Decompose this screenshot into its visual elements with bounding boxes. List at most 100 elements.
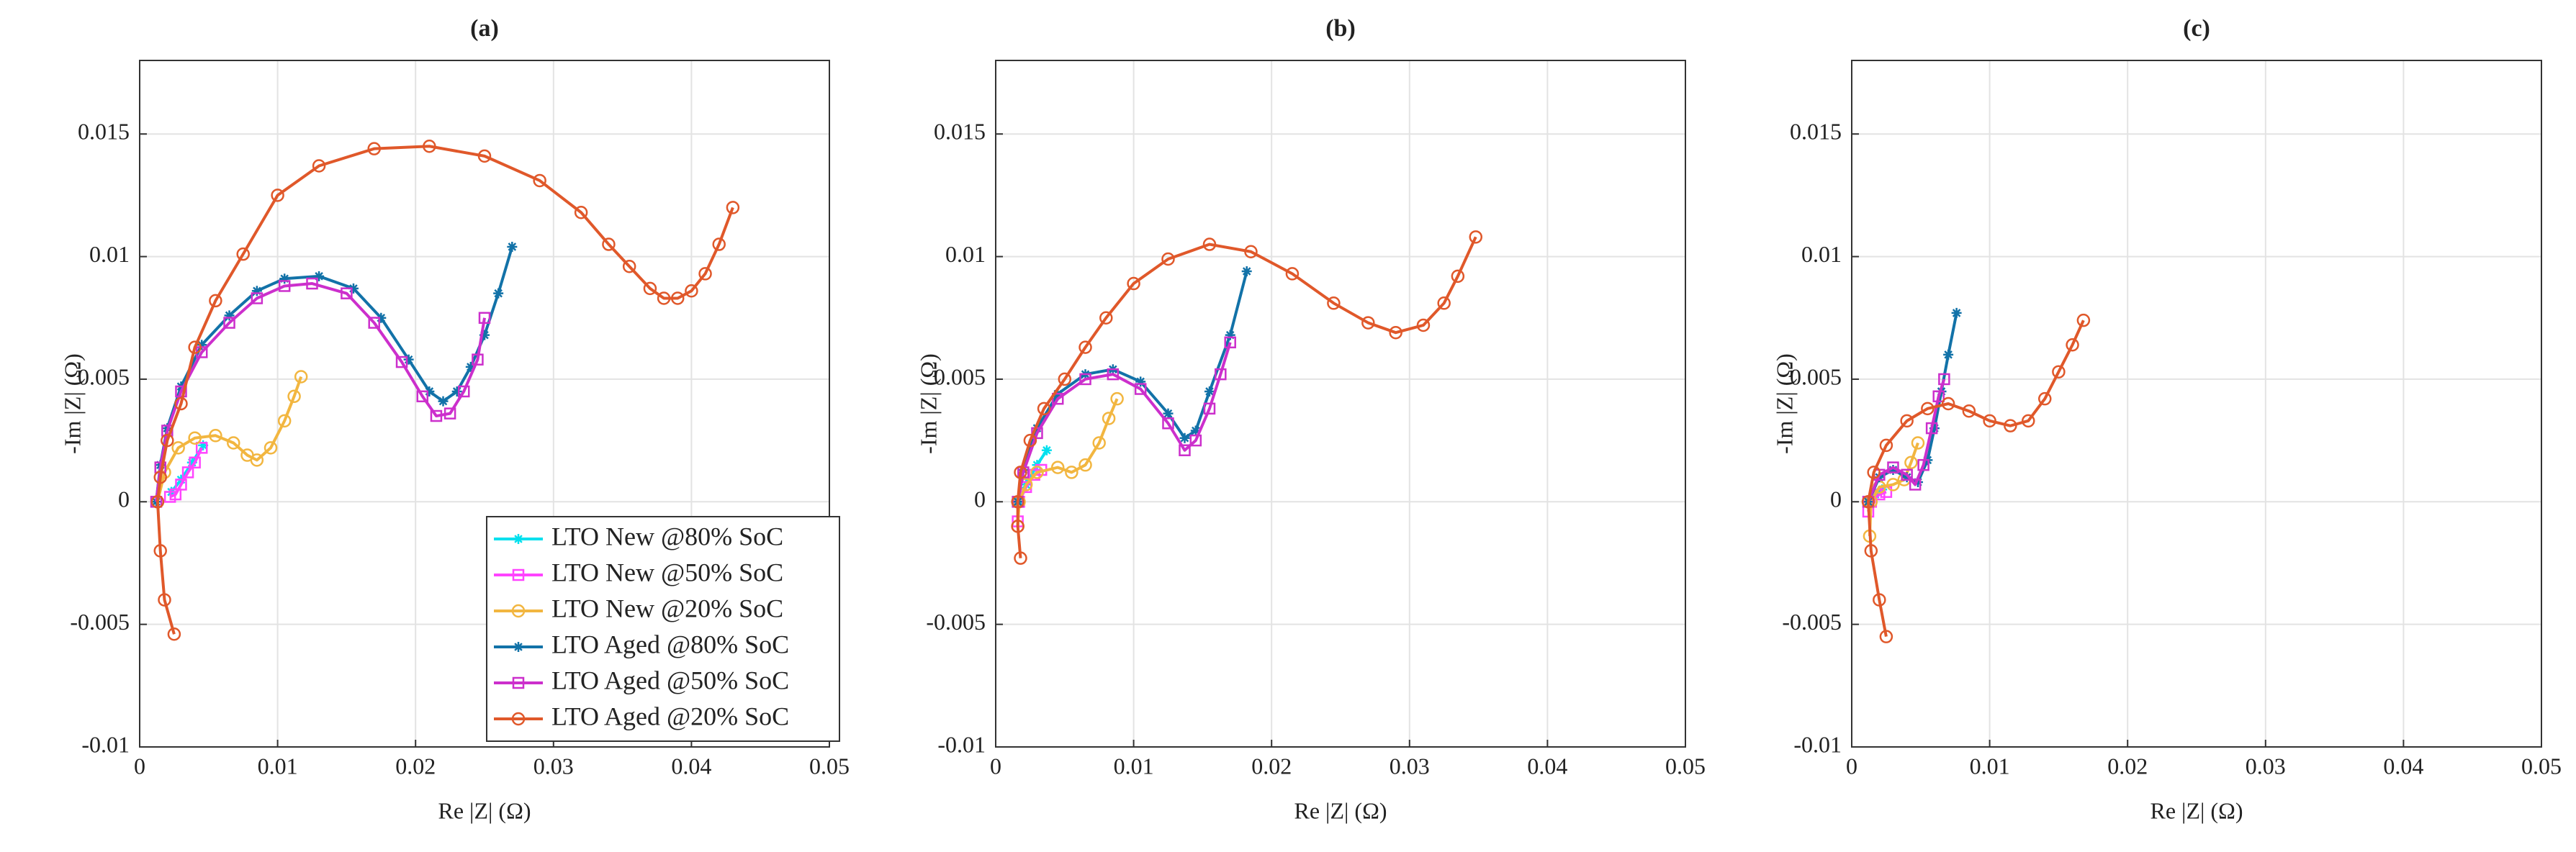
marker bbox=[1925, 422, 1938, 435]
marker bbox=[1014, 466, 1027, 479]
marker bbox=[1225, 330, 1235, 340]
marker bbox=[458, 385, 470, 398]
x-tick-label: 0.03 bbox=[533, 753, 574, 779]
marker bbox=[294, 370, 308, 384]
x-axis-label: Re |Z| (Ω) bbox=[2151, 797, 2243, 823]
x-tick-label: 0.04 bbox=[1527, 753, 1567, 779]
x-tick-label: 0.03 bbox=[1390, 753, 1430, 779]
marker bbox=[1917, 458, 1929, 471]
marker bbox=[1887, 461, 1899, 473]
marker bbox=[1127, 276, 1140, 291]
marker bbox=[1204, 386, 1215, 396]
marker bbox=[1361, 316, 1375, 330]
series-line bbox=[1016, 342, 1232, 502]
marker bbox=[1938, 373, 1950, 386]
marker bbox=[306, 277, 318, 290]
y-tick-label: 0 bbox=[1830, 486, 1842, 512]
legend-label: LTO New @50% SoC bbox=[551, 558, 783, 586]
subplot: 0 0.01 0.02 0.03 0.04 0.05 -0.01 -0.005 0 0.005 0.… bbox=[59, 15, 850, 824]
marker bbox=[1107, 368, 1120, 381]
marker bbox=[423, 140, 436, 153]
marker bbox=[1011, 520, 1024, 533]
legend-marker bbox=[512, 568, 525, 581]
marker bbox=[171, 441, 185, 455]
marker bbox=[479, 330, 490, 340]
marker bbox=[189, 456, 201, 469]
y-axis-label: -Im |Z| (Ω) bbox=[59, 353, 85, 454]
legend-label: LTO Aged @50% SoC bbox=[551, 666, 789, 694]
y-tick-label: 0.015 bbox=[934, 119, 986, 145]
series-line bbox=[1016, 236, 1477, 558]
marker bbox=[1912, 477, 1923, 488]
marker bbox=[376, 312, 387, 323]
marker bbox=[188, 340, 202, 354]
y-tick-label: 0.005 bbox=[78, 363, 130, 389]
marker bbox=[1092, 436, 1106, 450]
marker bbox=[1014, 551, 1027, 565]
marker bbox=[348, 283, 359, 294]
x-tick-label: 0 bbox=[1846, 753, 1857, 779]
marker bbox=[1037, 402, 1051, 416]
marker bbox=[2021, 414, 2035, 428]
marker bbox=[1451, 269, 1465, 284]
marker bbox=[1929, 423, 1940, 434]
marker bbox=[1285, 267, 1300, 281]
x-tick-label: 0.01 bbox=[258, 753, 298, 779]
marker bbox=[198, 440, 209, 450]
marker bbox=[1135, 376, 1146, 387]
marker bbox=[368, 317, 380, 329]
marker bbox=[1011, 495, 1024, 509]
marker bbox=[1058, 372, 1072, 386]
marker bbox=[1179, 444, 1191, 456]
marker bbox=[1030, 466, 1044, 479]
marker bbox=[1189, 434, 1202, 447]
marker bbox=[1079, 373, 1091, 386]
marker bbox=[1327, 296, 1341, 310]
legend-label: LTO Aged @80% SoC bbox=[551, 630, 789, 658]
marker bbox=[197, 340, 207, 350]
marker bbox=[2066, 337, 2079, 352]
marker bbox=[477, 149, 492, 163]
marker bbox=[1190, 425, 1201, 436]
marker bbox=[236, 247, 250, 261]
legend-marker bbox=[513, 642, 523, 652]
marker bbox=[451, 386, 462, 396]
legend-label: LTO Aged @20% SoC bbox=[551, 702, 789, 730]
marker bbox=[175, 385, 187, 398]
marker bbox=[1904, 456, 1918, 470]
marker bbox=[2052, 365, 2066, 379]
marker bbox=[209, 429, 222, 443]
x-tick-label: 0.05 bbox=[2521, 753, 2562, 779]
plot-area bbox=[996, 60, 1685, 747]
y-tick-label: -0.01 bbox=[1793, 731, 1842, 757]
marker bbox=[726, 201, 740, 214]
marker bbox=[150, 495, 165, 509]
marker bbox=[1389, 325, 1402, 340]
axes-box bbox=[1851, 60, 2542, 748]
marker bbox=[1078, 458, 1092, 472]
marker bbox=[507, 241, 518, 252]
y-tick-label: -0.01 bbox=[937, 731, 986, 757]
marker bbox=[161, 433, 174, 448]
x-tick-label: 0.05 bbox=[1665, 753, 1706, 779]
marker bbox=[158, 593, 171, 607]
marker bbox=[1861, 495, 1875, 509]
marker bbox=[2004, 419, 2017, 432]
marker bbox=[395, 355, 408, 368]
legend-marker bbox=[513, 534, 523, 544]
y-tick-label: 0.01 bbox=[945, 241, 986, 267]
marker bbox=[251, 292, 264, 304]
x-axis-label: Re |Z| (Ω) bbox=[1294, 797, 1387, 823]
marker bbox=[1162, 417, 1174, 430]
marker bbox=[264, 441, 278, 455]
marker bbox=[174, 396, 188, 411]
marker bbox=[1932, 390, 1945, 403]
x-tick-label: 0.02 bbox=[1251, 753, 1292, 779]
marker bbox=[209, 294, 222, 308]
marker bbox=[1041, 445, 1052, 456]
marker bbox=[533, 173, 546, 188]
marker bbox=[1469, 230, 1483, 244]
marker bbox=[278, 280, 291, 292]
marker bbox=[1110, 391, 1124, 406]
legend-marker bbox=[511, 712, 526, 726]
